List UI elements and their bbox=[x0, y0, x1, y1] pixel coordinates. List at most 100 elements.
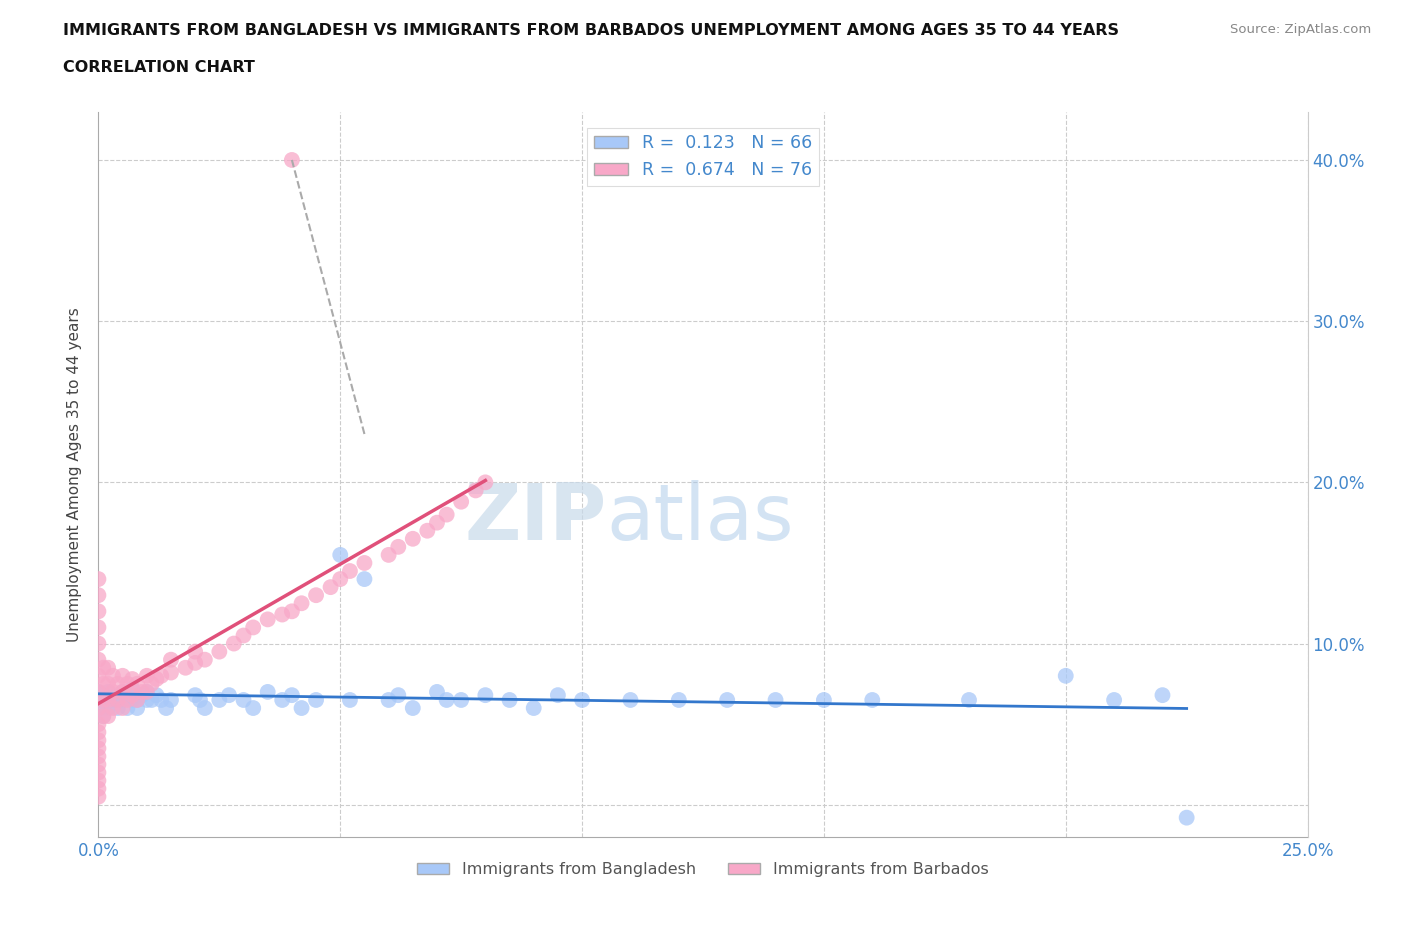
Point bbox=[402, 531, 425, 546]
Point bbox=[91, 676, 114, 691]
Point bbox=[87, 733, 110, 748]
Point bbox=[281, 153, 304, 167]
Point bbox=[87, 741, 110, 756]
Point bbox=[101, 669, 124, 684]
Point bbox=[135, 684, 157, 699]
Point bbox=[97, 676, 120, 691]
Text: atlas: atlas bbox=[606, 480, 794, 556]
Point bbox=[1175, 810, 1198, 825]
Point bbox=[87, 572, 110, 587]
Point bbox=[387, 687, 409, 702]
Point bbox=[111, 700, 134, 715]
Point bbox=[87, 620, 110, 635]
Point bbox=[668, 693, 690, 708]
Point bbox=[111, 693, 134, 708]
Point bbox=[319, 579, 342, 594]
Point bbox=[188, 693, 211, 708]
Point bbox=[464, 483, 486, 498]
Point bbox=[107, 700, 129, 715]
Point bbox=[87, 781, 110, 796]
Text: IMMIGRANTS FROM BANGLADESH VS IMMIGRANTS FROM BARBADOS UNEMPLOYMENT AMONG AGES 3: IMMIGRANTS FROM BANGLADESH VS IMMIGRANTS… bbox=[63, 23, 1119, 38]
Point bbox=[87, 588, 110, 603]
Point bbox=[160, 665, 183, 680]
Text: CORRELATION CHART: CORRELATION CHART bbox=[63, 60, 254, 75]
Point bbox=[135, 669, 157, 684]
Point bbox=[377, 693, 399, 708]
Point bbox=[436, 507, 458, 522]
Point bbox=[1102, 693, 1125, 708]
Point bbox=[91, 687, 114, 702]
Point bbox=[107, 693, 129, 708]
Point bbox=[127, 693, 149, 708]
Point bbox=[145, 671, 167, 686]
Point bbox=[194, 700, 217, 715]
Point bbox=[121, 693, 143, 708]
Point bbox=[426, 684, 449, 699]
Point bbox=[957, 693, 980, 708]
Point bbox=[426, 515, 449, 530]
Point bbox=[184, 687, 207, 702]
Point bbox=[290, 700, 312, 715]
Point bbox=[141, 693, 163, 708]
Point bbox=[117, 687, 139, 702]
Text: Source: ZipAtlas.com: Source: ZipAtlas.com bbox=[1230, 23, 1371, 36]
Point bbox=[450, 494, 472, 509]
Point bbox=[121, 671, 143, 686]
Point bbox=[232, 693, 254, 708]
Point bbox=[117, 700, 139, 715]
Point bbox=[271, 607, 294, 622]
Point bbox=[155, 700, 177, 715]
Point bbox=[107, 676, 129, 691]
Point bbox=[416, 524, 439, 538]
Point bbox=[97, 660, 120, 675]
Point bbox=[97, 684, 120, 699]
Point bbox=[184, 644, 207, 659]
Point bbox=[87, 636, 110, 651]
Point bbox=[256, 684, 278, 699]
Point bbox=[436, 693, 458, 708]
Point bbox=[305, 693, 328, 708]
Legend: Immigrants from Bangladesh, Immigrants from Barbados: Immigrants from Bangladesh, Immigrants f… bbox=[411, 856, 995, 884]
Point bbox=[232, 628, 254, 643]
Point bbox=[377, 548, 399, 563]
Point bbox=[87, 669, 110, 684]
Point bbox=[97, 700, 120, 715]
Point bbox=[131, 687, 153, 702]
Point bbox=[91, 693, 114, 708]
Point bbox=[127, 676, 149, 691]
Point bbox=[97, 693, 120, 708]
Point bbox=[91, 709, 114, 724]
Point bbox=[474, 687, 496, 702]
Point bbox=[813, 693, 835, 708]
Point bbox=[135, 684, 157, 699]
Point bbox=[87, 724, 110, 739]
Point bbox=[87, 693, 110, 708]
Point bbox=[91, 709, 114, 724]
Point bbox=[498, 693, 520, 708]
Point bbox=[474, 475, 496, 490]
Point bbox=[121, 682, 143, 697]
Point bbox=[271, 693, 294, 708]
Point bbox=[107, 693, 129, 708]
Point bbox=[242, 700, 264, 715]
Point bbox=[127, 693, 149, 708]
Point bbox=[281, 687, 304, 702]
Point bbox=[87, 773, 110, 788]
Point bbox=[91, 700, 114, 715]
Point bbox=[145, 687, 167, 702]
Point bbox=[765, 693, 787, 708]
Point bbox=[716, 693, 738, 708]
Point bbox=[91, 693, 114, 708]
Point bbox=[174, 660, 197, 675]
Point bbox=[150, 693, 173, 708]
Point bbox=[87, 684, 110, 699]
Point bbox=[402, 700, 425, 715]
Point bbox=[329, 548, 352, 563]
Point bbox=[339, 693, 361, 708]
Point bbox=[97, 709, 120, 724]
Point bbox=[121, 687, 143, 702]
Point bbox=[387, 539, 409, 554]
Point bbox=[547, 687, 569, 702]
Point bbox=[131, 684, 153, 699]
Point bbox=[111, 669, 134, 684]
